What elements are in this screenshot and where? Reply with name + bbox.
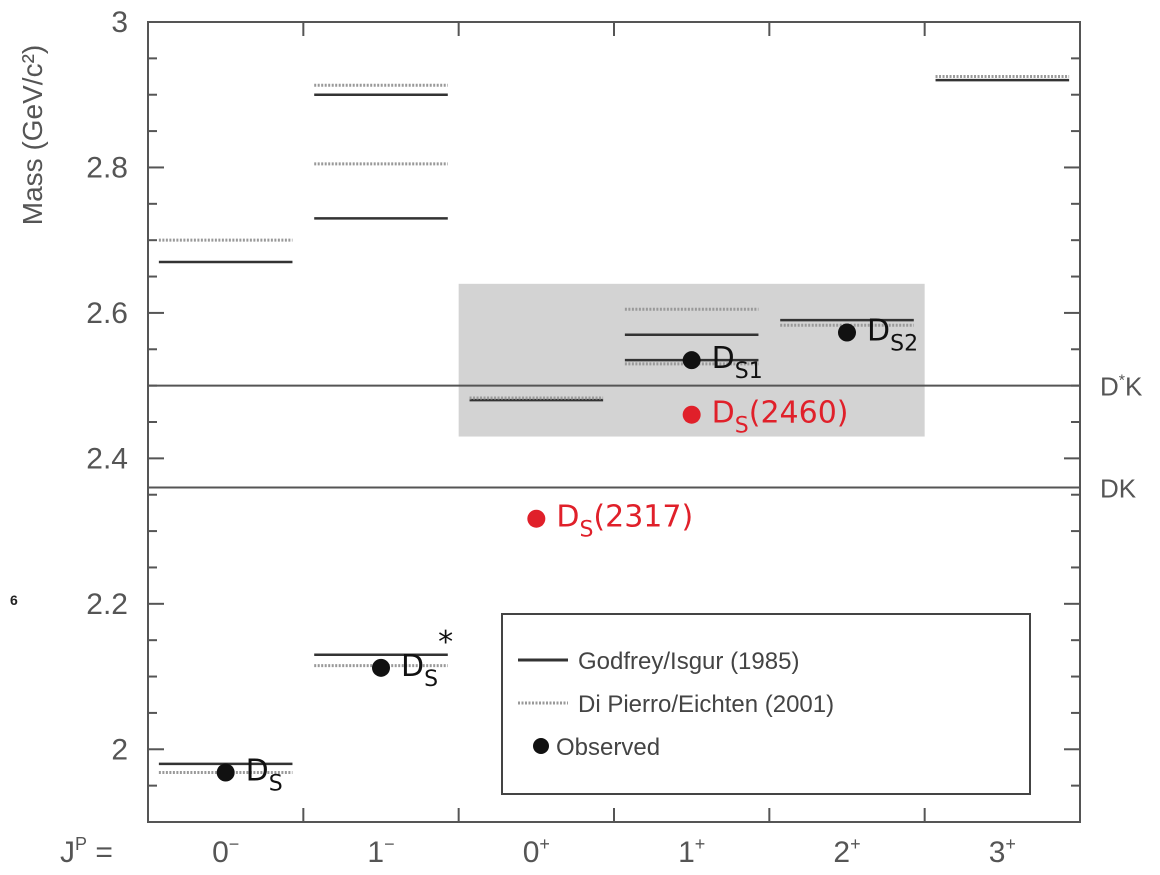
- y-tick-label: 2.4: [86, 442, 128, 475]
- state-label: DS(2317): [556, 500, 693, 543]
- observed-point: [527, 509, 546, 528]
- y-tick-label: 3: [111, 6, 128, 39]
- state-label: DS: [246, 754, 283, 797]
- observed-point: [372, 658, 390, 677]
- legend-label-dipierro: Di Pierro/Eichten (2001): [578, 691, 834, 718]
- observed-point: [682, 351, 701, 370]
- observed-point: [838, 323, 856, 342]
- observed-points: [216, 323, 856, 782]
- state-labels: DS DS* DS1 DS2 DS(2317) DS(2460): [246, 314, 918, 797]
- threshold-lines: D*K DK: [148, 372, 1143, 503]
- state-label: DS1: [712, 341, 763, 384]
- y-axis-title: Mass (GeV/c²): [17, 45, 48, 225]
- legend: Godfrey/Isgur (1985) Di Pierro/Eichten (…: [501, 613, 1031, 795]
- axis-ticks: [148, 21, 1080, 823]
- x-tick-labels: 0− 1− 0+ 1+ 2+ 3+: [212, 834, 1016, 869]
- observed-point: [216, 763, 235, 782]
- x-tick-label: 2+: [833, 834, 860, 869]
- state-label: DS2: [867, 314, 918, 357]
- x-axis-title: JP =: [60, 834, 113, 869]
- threshold-label: DK: [1100, 473, 1137, 503]
- legend-label-godfrey: Godfrey/Isgur (1985): [578, 648, 799, 675]
- legend-box: [501, 613, 1031, 795]
- y-tick-label: 2.6: [86, 297, 128, 330]
- x-tick-label: 0+: [523, 834, 550, 869]
- legend-label-observed: Observed: [556, 734, 660, 761]
- legend-swatch-observed: [533, 738, 549, 754]
- observed-point: [682, 405, 701, 424]
- x-tick-label: 3+: [989, 834, 1016, 869]
- y-tick-label: 2.8: [86, 151, 128, 184]
- margin-mark: 6: [10, 592, 18, 608]
- y-tick-label: 2: [111, 733, 128, 766]
- threshold-label: D*K: [1100, 372, 1143, 402]
- state-label: DS*: [401, 625, 453, 692]
- y-tick-label: 2.2: [86, 588, 128, 621]
- x-tick-label: 1+: [678, 834, 705, 869]
- x-tick-label: 0−: [212, 834, 239, 869]
- x-tick-label: 1−: [367, 834, 394, 869]
- y-tick-labels: 2 2.2 2.4 2.6 2.8 3: [86, 6, 128, 766]
- state-label: DS(2460): [712, 396, 849, 439]
